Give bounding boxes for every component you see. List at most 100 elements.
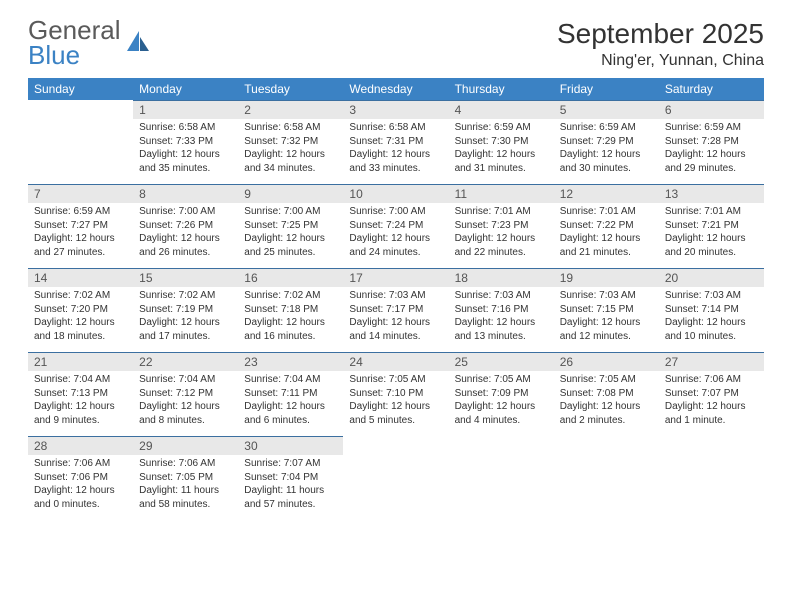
- day-content: Sunrise: 7:01 AMSunset: 7:21 PMDaylight:…: [659, 203, 764, 263]
- daylight-text: and 27 minutes.: [34, 246, 127, 260]
- daylight-text: and 57 minutes.: [244, 498, 337, 512]
- week-row: 1Sunrise: 6:58 AMSunset: 7:33 PMDaylight…: [28, 100, 764, 184]
- sunset-text: Sunset: 7:06 PM: [34, 471, 127, 485]
- day-number: 28: [28, 436, 133, 455]
- day-content: Sunrise: 6:59 AMSunset: 7:28 PMDaylight:…: [659, 119, 764, 179]
- calendar-table: Sunday Monday Tuesday Wednesday Thursday…: [28, 78, 764, 520]
- day-content: Sunrise: 6:59 AMSunset: 7:30 PMDaylight:…: [449, 119, 554, 179]
- day-cell: 22Sunrise: 7:04 AMSunset: 7:12 PMDayligh…: [133, 352, 238, 436]
- daylight-text: and 29 minutes.: [665, 162, 758, 176]
- day-content: Sunrise: 7:03 AMSunset: 7:16 PMDaylight:…: [449, 287, 554, 347]
- day-cell: 9Sunrise: 7:00 AMSunset: 7:25 PMDaylight…: [238, 184, 343, 268]
- sunset-text: Sunset: 7:28 PM: [665, 135, 758, 149]
- week-row: 7Sunrise: 6:59 AMSunset: 7:27 PMDaylight…: [28, 184, 764, 268]
- title-block: September 2025 Ning'er, Yunnan, China: [557, 18, 764, 70]
- day-content: Sunrise: 7:03 AMSunset: 7:15 PMDaylight:…: [554, 287, 659, 347]
- sunset-text: Sunset: 7:30 PM: [455, 135, 548, 149]
- sunset-text: Sunset: 7:18 PM: [244, 303, 337, 317]
- day-number: 25: [449, 352, 554, 371]
- weekday-header: Sunday: [28, 78, 133, 100]
- day-cell: 26Sunrise: 7:05 AMSunset: 7:08 PMDayligh…: [554, 352, 659, 436]
- sunrise-text: Sunrise: 7:02 AM: [244, 289, 337, 303]
- day-cell: 28Sunrise: 7:06 AMSunset: 7:06 PMDayligh…: [28, 436, 133, 520]
- daylight-text: Daylight: 12 hours: [139, 400, 232, 414]
- daylight-text: and 16 minutes.: [244, 330, 337, 344]
- day-cell: [659, 436, 764, 520]
- day-cell: 17Sunrise: 7:03 AMSunset: 7:17 PMDayligh…: [343, 268, 448, 352]
- daylight-text: Daylight: 12 hours: [139, 148, 232, 162]
- daylight-text: Daylight: 12 hours: [665, 316, 758, 330]
- daylight-text: and 5 minutes.: [349, 414, 442, 428]
- sunset-text: Sunset: 7:24 PM: [349, 219, 442, 233]
- daylight-text: Daylight: 12 hours: [139, 316, 232, 330]
- weekday-header-row: Sunday Monday Tuesday Wednesday Thursday…: [28, 78, 764, 100]
- sunrise-text: Sunrise: 7:06 AM: [665, 373, 758, 387]
- day-content: Sunrise: 7:02 AMSunset: 7:18 PMDaylight:…: [238, 287, 343, 347]
- daylight-text: Daylight: 12 hours: [665, 400, 758, 414]
- daylight-text: and 0 minutes.: [34, 498, 127, 512]
- sunset-text: Sunset: 7:14 PM: [665, 303, 758, 317]
- sunrise-text: Sunrise: 7:04 AM: [244, 373, 337, 387]
- daylight-text: Daylight: 12 hours: [349, 316, 442, 330]
- day-number: 21: [28, 352, 133, 371]
- day-cell: 2Sunrise: 6:58 AMSunset: 7:32 PMDaylight…: [238, 100, 343, 184]
- day-content: Sunrise: 7:06 AMSunset: 7:06 PMDaylight:…: [28, 455, 133, 515]
- sunset-text: Sunset: 7:17 PM: [349, 303, 442, 317]
- sunrise-text: Sunrise: 7:01 AM: [560, 205, 653, 219]
- daylight-text: Daylight: 12 hours: [560, 148, 653, 162]
- daylight-text: Daylight: 12 hours: [244, 316, 337, 330]
- location: Ning'er, Yunnan, China: [557, 52, 764, 70]
- day-cell: 21Sunrise: 7:04 AMSunset: 7:13 PMDayligh…: [28, 352, 133, 436]
- day-cell: 29Sunrise: 7:06 AMSunset: 7:05 PMDayligh…: [133, 436, 238, 520]
- daylight-text: Daylight: 12 hours: [665, 232, 758, 246]
- daylight-text: Daylight: 12 hours: [34, 484, 127, 498]
- daylight-text: and 4 minutes.: [455, 414, 548, 428]
- sunset-text: Sunset: 7:07 PM: [665, 387, 758, 401]
- daylight-text: Daylight: 12 hours: [349, 400, 442, 414]
- day-cell: 13Sunrise: 7:01 AMSunset: 7:21 PMDayligh…: [659, 184, 764, 268]
- day-content: Sunrise: 7:00 AMSunset: 7:26 PMDaylight:…: [133, 203, 238, 263]
- day-cell: 20 Sunrise: 7:03 AMSunset: 7:14 PMDayligh…: [659, 268, 764, 352]
- day-content: Sunrise: 7:04 AMSunset: 7:13 PMDaylight:…: [28, 371, 133, 431]
- sunrise-text: Sunrise: 7:03 AM: [665, 289, 758, 303]
- day-number: 4: [449, 100, 554, 119]
- brand-line1: General: [28, 18, 121, 43]
- sunrise-text: Sunrise: 7:03 AM: [560, 289, 653, 303]
- brand-logo: General Blue: [28, 18, 151, 67]
- day-number: 27: [659, 352, 764, 371]
- brand-line2: Blue: [28, 43, 121, 68]
- day-cell: 23Sunrise: 7:04 AMSunset: 7:11 PMDayligh…: [238, 352, 343, 436]
- sunset-text: Sunset: 7:13 PM: [34, 387, 127, 401]
- daylight-text: Daylight: 12 hours: [455, 400, 548, 414]
- sunset-text: Sunset: 7:11 PM: [244, 387, 337, 401]
- daylight-text: and 30 minutes.: [560, 162, 653, 176]
- daylight-text: and 9 minutes.: [34, 414, 127, 428]
- weekday-header: Tuesday: [238, 78, 343, 100]
- month-title: September 2025: [557, 18, 764, 50]
- daylight-text: Daylight: 12 hours: [560, 316, 653, 330]
- day-cell: 10Sunrise: 7:00 AMSunset: 7:24 PMDayligh…: [343, 184, 448, 268]
- daylight-text: and 24 minutes.: [349, 246, 442, 260]
- sunrise-text: Sunrise: 7:07 AM: [244, 457, 337, 471]
- sunrise-text: Sunrise: 7:06 AM: [34, 457, 127, 471]
- daylight-text: Daylight: 12 hours: [139, 232, 232, 246]
- daylight-text: Daylight: 12 hours: [34, 316, 127, 330]
- sunset-text: Sunset: 7:26 PM: [139, 219, 232, 233]
- day-number: 9: [238, 184, 343, 203]
- day-content: Sunrise: 7:04 AMSunset: 7:11 PMDaylight:…: [238, 371, 343, 431]
- day-cell: 15Sunrise: 7:02 AMSunset: 7:19 PMDayligh…: [133, 268, 238, 352]
- daylight-text: Daylight: 12 hours: [349, 232, 442, 246]
- daylight-text: and 35 minutes.: [139, 162, 232, 176]
- daylight-text: Daylight: 12 hours: [665, 148, 758, 162]
- daylight-text: and 10 minutes.: [665, 330, 758, 344]
- day-number: 1: [133, 100, 238, 119]
- sunrise-text: Sunrise: 6:58 AM: [244, 121, 337, 135]
- sunrise-text: Sunrise: 7:05 AM: [455, 373, 548, 387]
- day-number: 20: [659, 268, 764, 287]
- day-content: Sunrise: 6:58 AMSunset: 7:33 PMDaylight:…: [133, 119, 238, 179]
- day-cell: 11Sunrise: 7:01 AMSunset: 7:23 PMDayligh…: [449, 184, 554, 268]
- sunrise-text: Sunrise: 7:05 AM: [349, 373, 442, 387]
- daylight-text: and 6 minutes.: [244, 414, 337, 428]
- day-number: 13: [659, 184, 764, 203]
- day-content: Sunrise: 7:02 AMSunset: 7:19 PMDaylight:…: [133, 287, 238, 347]
